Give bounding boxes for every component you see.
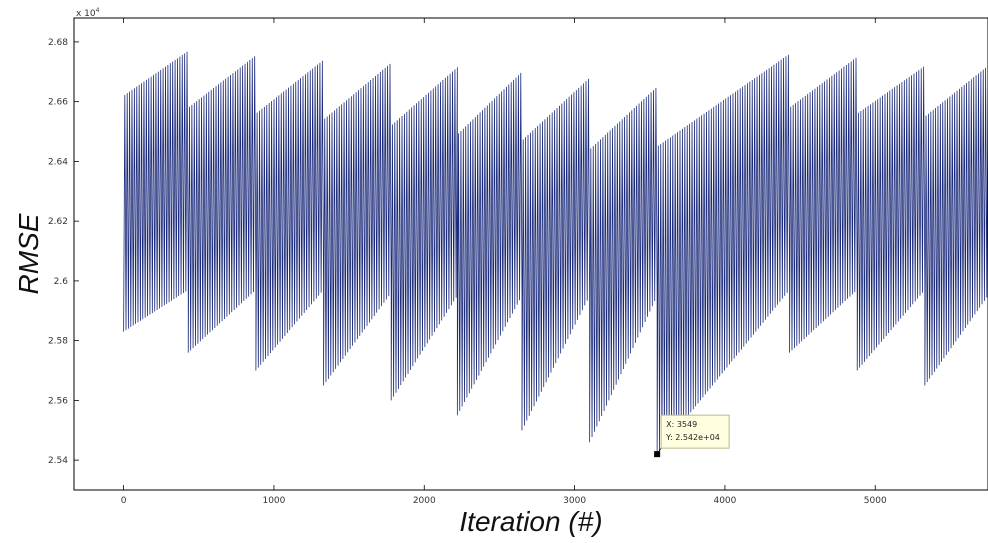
axes-frame <box>73 17 988 491</box>
y-tick-label: 2.68 <box>48 38 68 48</box>
x-axis-title: Iteration (#) <box>459 506 602 537</box>
x-tick-label: 1000 <box>262 496 285 506</box>
datatip-x-text: X: 3549 <box>666 420 697 429</box>
x-tick-label: 5000 <box>864 496 887 506</box>
axes-box <box>73 17 988 491</box>
rmse-series <box>123 51 988 455</box>
datatip-marker[interactable] <box>654 451 661 458</box>
x-tick-label: 2000 <box>413 496 436 506</box>
y-tick-label: 2.64 <box>48 157 68 167</box>
axis-ticks: 0 1000 2000 3000 4000 5000 2.54 2.56 2.58 2.6 2.62… <box>48 18 887 506</box>
y-tick-label: 2.6 <box>54 277 69 287</box>
y-tick-label: 2.54 <box>48 456 68 466</box>
datatip[interactable]: X: 3549 Y: 2.542e+04 <box>654 414 730 458</box>
y-tick-label: 2.66 <box>48 98 68 108</box>
x-tick-label: 0 <box>121 496 127 506</box>
rmse-line <box>123 51 988 455</box>
x-tick-label: 3000 <box>563 496 586 506</box>
y-tick-label: 2.62 <box>48 217 68 227</box>
y-tick-label: 2.58 <box>48 337 68 347</box>
y-exponent-label: x 104 <box>76 7 100 19</box>
datatip-box <box>660 414 730 449</box>
y-tick-label: 2.56 <box>48 396 68 406</box>
x-tick-label: 4000 <box>713 496 736 506</box>
datatip-y-text: Y: 2.542e+04 <box>665 433 720 442</box>
y-axis-title: RMSE <box>13 213 44 294</box>
